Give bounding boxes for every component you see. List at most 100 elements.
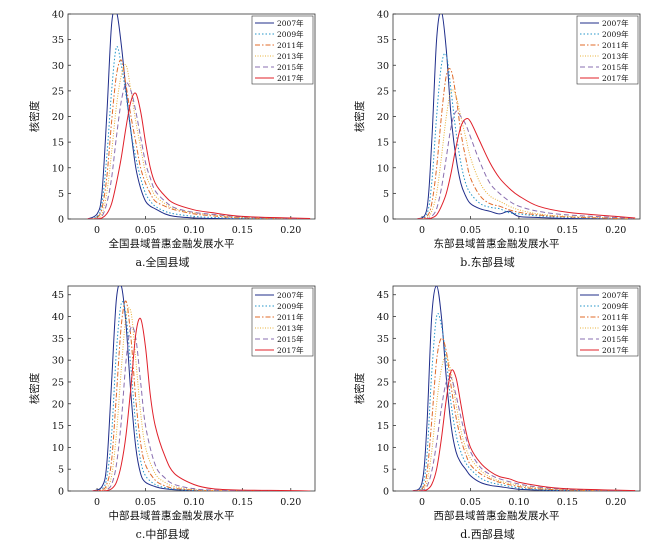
series-line-2015 — [417, 110, 636, 219]
x-tick-label: 0.05 — [460, 497, 481, 508]
caption-d: d.西部县域 — [460, 528, 515, 541]
y-tick-label: 30 — [52, 61, 64, 72]
panel-d: 0 5 10 15 20 25 30 35 40 45 0 0.05 0.10 0.15 0.20 西部县域普… — [325, 272, 650, 544]
series-line-2011 — [417, 67, 636, 219]
caption-a: a.全国县域 — [135, 256, 190, 269]
legend-label: 2015年 — [277, 334, 304, 344]
plot-frame — [392, 285, 641, 492]
series-line-2015 — [412, 376, 636, 491]
y-tick-label: 25 — [377, 86, 389, 97]
series-line-2009 — [87, 46, 311, 219]
legend-label: 2011年 — [602, 312, 629, 322]
legend-label: 2007年 — [277, 18, 304, 28]
chart-c-svg: 0 5 10 15 20 25 30 35 40 45 0 0.05 0.10 0.15 0.20 中部县域普… — [28, 285, 316, 522]
x-tick-label: 0.10 — [508, 225, 529, 236]
y-tick-label: 0 — [58, 487, 64, 498]
series-line-2007 — [416, 14, 636, 219]
x-axis-label: 中部县域普惠金融发展水平 — [109, 509, 235, 522]
y-tick-label: 35 — [52, 35, 64, 46]
y-axis-label: 核密度 — [28, 100, 41, 132]
y-tick-label: 0 — [383, 215, 389, 226]
y-tick-label: 5 — [58, 189, 64, 200]
y-tick-label: 5 — [383, 189, 389, 200]
y-tick-label: 30 — [52, 356, 64, 367]
legend-label: 2015年 — [602, 62, 629, 72]
y-tick-label: 20 — [52, 112, 64, 123]
x-tick-label: 0 — [419, 225, 425, 236]
x-tick-label: 0.10 — [508, 497, 529, 508]
x-tick-label: 0.15 — [232, 225, 253, 236]
legend-label: 2011年 — [277, 312, 304, 322]
series-line-2009 — [416, 52, 636, 219]
series-line-2011 — [87, 59, 311, 219]
y-tick-label: 45 — [52, 290, 64, 301]
legend-label: 2017年 — [602, 73, 629, 83]
y-tick-label: 25 — [52, 377, 64, 388]
x-tick-label: 0.15 — [557, 225, 578, 236]
y-axis-label: 核密度 — [353, 372, 366, 404]
y-tick-label: 25 — [52, 86, 64, 97]
y-tick-label: 40 — [52, 10, 64, 21]
y-tick-label: 0 — [58, 215, 64, 226]
x-tick-label: 0.15 — [232, 497, 253, 508]
legend-label: 2017年 — [277, 345, 304, 355]
series-line-2017 — [87, 92, 311, 219]
legend-label: 2013年 — [277, 323, 304, 333]
panel-c: 0 5 10 15 20 25 30 35 40 45 0 0.05 0.10 0.15 0.20 中部县域普… — [0, 272, 325, 544]
chart-b-svg: 0 5 10 15 20 25 30 35 40 0 0.05 0.10 0.15 0.20 东部县域普惠金… — [353, 10, 641, 250]
legend-box — [251, 287, 314, 357]
y-tick-label: 35 — [377, 35, 389, 46]
x-tick-label: 0.05 — [135, 497, 156, 508]
y-tick-label: 30 — [377, 61, 389, 72]
legend-label: 2007年 — [602, 18, 629, 28]
x-tick-label: 0.20 — [605, 497, 626, 508]
x-tick-label: 0 — [94, 225, 100, 236]
y-tick-label: 25 — [377, 377, 389, 388]
legend-box — [576, 15, 639, 85]
legend-label: 2015年 — [602, 334, 629, 344]
y-tick-label: 45 — [377, 290, 389, 301]
series-line-2015 — [87, 82, 311, 219]
y-tick-label: 20 — [377, 112, 389, 123]
legend-label: 2015年 — [277, 62, 304, 72]
series-line-2011 — [412, 337, 636, 491]
legend-label: 2009年 — [277, 301, 304, 311]
legend-label: 2017年 — [277, 73, 304, 83]
legend-label: 2007年 — [602, 290, 629, 300]
legend-label: 2013年 — [602, 323, 629, 333]
series-line-2013 — [417, 89, 636, 219]
x-tick-label: 0.20 — [280, 497, 301, 508]
y-tick-label: 40 — [377, 312, 389, 323]
x-tick-label: 0.20 — [280, 225, 301, 236]
x-axis-label: 全国县域普惠金融发展水平 — [109, 237, 235, 250]
y-tick-label: 0 — [383, 487, 389, 498]
y-tick-label: 15 — [377, 138, 389, 149]
y-tick-label: 35 — [377, 334, 389, 345]
x-axis-label: 西部县域普惠金融发展水平 — [434, 509, 560, 522]
y-tick-label: 5 — [58, 465, 64, 476]
y-axis-label: 核密度 — [353, 100, 366, 132]
series-line-2007 — [412, 286, 636, 491]
legend-box — [251, 15, 314, 85]
x-tick-label: 0 — [419, 497, 425, 508]
y-tick-label: 40 — [377, 10, 389, 21]
panel-a: 0 5 10 15 20 25 30 35 40 0 0.05 0.10 0.15 0.20 全国县域普惠金… — [0, 0, 325, 272]
legend-label: 2013年 — [277, 51, 304, 61]
series-line-2017 — [417, 117, 636, 219]
series-line-2013 — [87, 64, 311, 219]
x-tick-label: 0.10 — [183, 225, 204, 236]
legend-label: 2007年 — [277, 290, 304, 300]
y-tick-label: 15 — [52, 138, 64, 149]
caption-c: c.中部县域 — [135, 528, 190, 541]
y-tick-label: 20 — [52, 399, 64, 410]
y-tick-label: 10 — [52, 163, 64, 174]
legend-label: 2017年 — [602, 345, 629, 355]
panel-b: 0 5 10 15 20 25 30 35 40 0 0.05 0.10 0.15 0.20 东部县域普惠金… — [325, 0, 650, 272]
legend-label: 2009年 — [277, 29, 304, 39]
legend-label: 2011年 — [602, 40, 629, 50]
legend-box — [576, 287, 639, 357]
legend-label: 2009年 — [602, 301, 629, 311]
y-tick-label: 10 — [377, 443, 389, 454]
x-axis-label: 东部县域普惠金融发展水平 — [434, 237, 560, 250]
y-tick-label: 20 — [377, 399, 389, 410]
